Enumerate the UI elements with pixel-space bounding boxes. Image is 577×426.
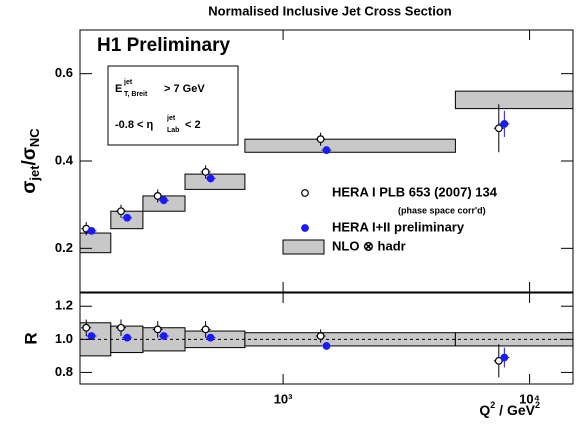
data-point [500,353,509,362]
legend-swatch [301,224,309,232]
y-tick-label: 0.2 [55,240,73,255]
data-point [316,135,325,144]
data-point [201,325,210,334]
data-point [201,168,210,176]
band-bin [454,90,574,110]
chart-title: Normalised Inclusive Jet Cross Section [208,3,452,18]
cut-text: E [115,83,122,95]
cut-sub: T, Breit [124,91,148,98]
y-tick-label: 0.8 [55,364,73,379]
data-point [206,174,215,183]
cut-part: < 2 [185,119,201,131]
cut-part: > 7 GeV [164,83,205,95]
band-bin [244,138,456,153]
data-point [322,342,331,350]
data-point [494,356,503,365]
data-point [153,325,162,334]
band-bin [184,173,246,190]
label-part: σ [19,181,40,194]
y-axis-label: σjet/σNC [19,128,42,194]
label-part: / GeV [495,402,535,418]
y-tick-label: 1.2 [55,298,73,313]
cuts-box [107,65,239,146]
data-point [87,226,96,235]
data-point [87,332,96,340]
legend-label: NLO ⊗ hadr [332,238,406,253]
data-point [500,119,509,128]
data-point [117,207,125,216]
data-point [322,146,331,154]
data-point [123,213,132,222]
label-sub: jet [27,165,42,182]
x-tick-label: 10³ [274,391,293,406]
cut-sup: jet [123,79,133,86]
data-point [82,323,91,332]
data-point [117,323,125,332]
x-tick-label: 10⁴ [519,391,540,406]
cut-sub: Lab [167,127,179,134]
legend-swatch [301,189,309,197]
legend-label: HERA I PLB 653 (2007) 134 [332,184,498,199]
band-bin [79,232,112,254]
plot-frame [79,292,574,385]
y-tick-label: 1.0 [55,331,73,346]
label-part: Q [479,402,490,418]
cut-part: E [115,83,122,95]
annotation: H1 Preliminary [97,35,230,56]
data-point [159,196,168,205]
y-tick-label: 0.4 [55,152,74,167]
data-point [206,333,215,342]
data-point [153,192,162,200]
label-part: /σ [19,147,40,165]
legend-swatch [282,239,325,255]
label-sup: 2 [490,400,495,410]
data-point [316,332,325,340]
x-axis-label: Q2 / GeV2 [479,400,540,417]
label-sup: 2 [535,400,540,410]
data-point [494,124,503,133]
legend-note: (phase space corr'd) [398,205,486,215]
cut-text: -0.8 < η [115,119,153,131]
data-point [159,332,168,340]
legend-label: HERA I+II preliminary [332,219,465,234]
y-tick-label: 0.6 [55,65,73,80]
label-sub: NC [27,128,42,147]
cut-part: -0.8 < η [115,119,153,131]
data-point [123,333,132,342]
cut-sup: jet [166,115,176,122]
y-axis-label: R [21,332,40,344]
